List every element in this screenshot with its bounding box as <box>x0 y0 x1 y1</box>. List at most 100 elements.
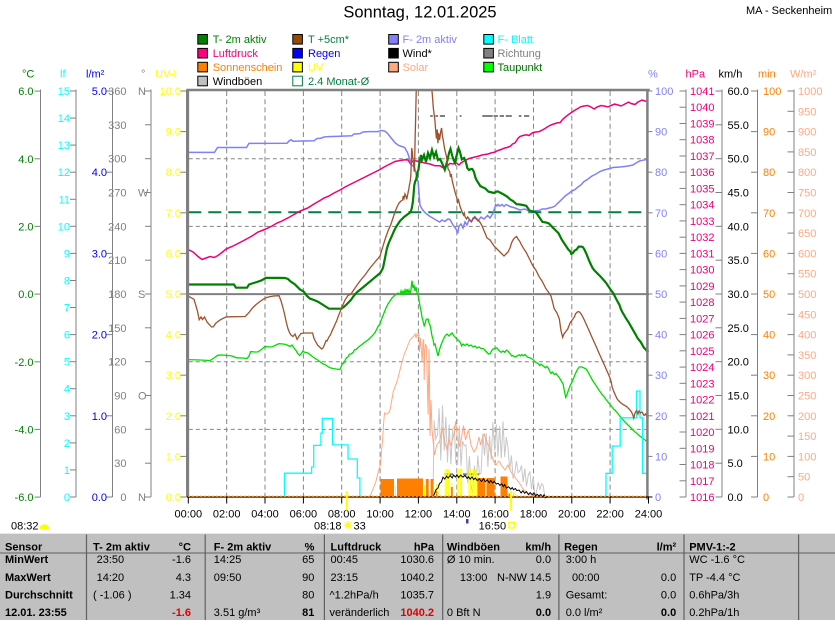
svg-text:50.0: 50.0 <box>728 154 749 166</box>
svg-text:N: N <box>138 492 146 504</box>
svg-text:150: 150 <box>108 323 126 335</box>
svg-text:100: 100 <box>655 86 673 98</box>
svg-text:06:00: 06:00 <box>290 509 318 521</box>
svg-text:1031: 1031 <box>690 248 714 260</box>
svg-text:23:15: 23:15 <box>331 572 359 584</box>
svg-text:3: 3 <box>64 411 70 423</box>
svg-text:30: 30 <box>655 370 667 382</box>
svg-text:400: 400 <box>798 330 816 342</box>
svg-text:0: 0 <box>798 492 804 504</box>
svg-text:2: 2 <box>64 438 70 450</box>
svg-text:20.0: 20.0 <box>728 357 749 369</box>
svg-text:330: 330 <box>108 120 126 132</box>
svg-text:14.5: 14.5 <box>530 572 551 584</box>
svg-text:( -1.06 ): ( -1.06 ) <box>93 589 132 601</box>
svg-text:3.0: 3.0 <box>92 248 107 260</box>
svg-text:10: 10 <box>58 221 70 233</box>
svg-text:0: 0 <box>64 492 70 504</box>
svg-text:T- 2m aktiv: T- 2m aktiv <box>93 542 151 554</box>
svg-text:PMV-1:-2: PMV-1:-2 <box>689 542 735 554</box>
svg-text:450: 450 <box>798 309 816 321</box>
svg-text:T- 2m aktiv: T- 2m aktiv <box>213 34 267 46</box>
svg-text:8: 8 <box>64 276 70 288</box>
svg-text:1019: 1019 <box>690 443 714 455</box>
svg-text:hPa: hPa <box>414 542 435 554</box>
svg-text:-4.0: -4.0 <box>15 424 34 436</box>
svg-text:10: 10 <box>655 451 667 463</box>
svg-text:24:00: 24:00 <box>635 509 663 521</box>
svg-text:F- 2m aktiv: F- 2m aktiv <box>403 34 458 46</box>
svg-text:1026: 1026 <box>690 330 714 342</box>
svg-text:300: 300 <box>798 370 816 382</box>
svg-text:150: 150 <box>798 431 816 443</box>
svg-text:500: 500 <box>798 289 816 301</box>
svg-text:1025: 1025 <box>690 346 714 358</box>
svg-text:6.0: 6.0 <box>166 248 181 260</box>
svg-text:2.4 Monat-Ø: 2.4 Monat-Ø <box>308 76 370 88</box>
svg-text:Durchschnitt: Durchschnitt <box>5 589 73 601</box>
svg-text:800: 800 <box>798 167 816 179</box>
svg-text:02:00: 02:00 <box>213 509 241 521</box>
svg-text:10.0: 10.0 <box>160 86 181 98</box>
svg-text:0.6hPa/3h: 0.6hPa/3h <box>689 589 739 601</box>
svg-text:750: 750 <box>798 188 816 200</box>
svg-text:120: 120 <box>108 357 126 369</box>
svg-text:3.51 g/m³: 3.51 g/m³ <box>214 607 261 619</box>
svg-text:22:00: 22:00 <box>596 509 624 521</box>
svg-text:0.0: 0.0 <box>536 554 551 566</box>
svg-text:35.0: 35.0 <box>728 255 749 267</box>
svg-text:70: 70 <box>655 208 667 220</box>
svg-text:Regen: Regen <box>564 542 598 554</box>
svg-text:W/m²: W/m² <box>790 69 817 81</box>
svg-text:5.0: 5.0 <box>166 289 181 301</box>
svg-text:5: 5 <box>64 357 70 369</box>
svg-text:0: 0 <box>655 492 661 504</box>
svg-text:240: 240 <box>108 221 126 233</box>
svg-text:2.0: 2.0 <box>18 221 33 233</box>
svg-text:Sensor: Sensor <box>5 542 43 554</box>
svg-text:min: min <box>758 69 776 81</box>
svg-text:1000: 1000 <box>798 86 822 98</box>
svg-text:°C: °C <box>22 69 34 81</box>
svg-text:80: 80 <box>763 167 775 179</box>
svg-text:30.0: 30.0 <box>728 289 749 301</box>
svg-text:180: 180 <box>108 289 126 301</box>
svg-text:55.0: 55.0 <box>728 120 749 132</box>
svg-text:90: 90 <box>655 127 667 139</box>
svg-text:60: 60 <box>655 248 667 260</box>
svg-text:90: 90 <box>114 391 126 403</box>
svg-text:UV: UV <box>308 62 324 74</box>
svg-text:1039: 1039 <box>690 119 714 131</box>
svg-text:13: 13 <box>58 140 70 152</box>
svg-text:23:50: 23:50 <box>97 554 125 566</box>
svg-text:0.0: 0.0 <box>18 289 33 301</box>
svg-text:33: 33 <box>354 521 366 533</box>
svg-text:4.0: 4.0 <box>92 167 107 179</box>
svg-text:210: 210 <box>108 255 126 267</box>
svg-text:F- 2m aktiv: F- 2m aktiv <box>214 542 272 554</box>
svg-text:0.0 l/m²: 0.0 l/m² <box>566 607 603 619</box>
svg-text:3:00 h: 3:00 h <box>566 554 597 566</box>
svg-text:10.0: 10.0 <box>728 424 749 436</box>
svg-text:20: 20 <box>763 411 775 423</box>
svg-text:00:45: 00:45 <box>331 554 359 566</box>
svg-text:0.0: 0.0 <box>728 492 743 504</box>
svg-text:12: 12 <box>58 167 70 179</box>
svg-text:60: 60 <box>114 424 126 436</box>
svg-text:N-NW: N-NW <box>497 572 528 584</box>
svg-text:1033: 1033 <box>690 216 714 228</box>
svg-text:Luftdruck: Luftdruck <box>331 542 383 554</box>
svg-text:250: 250 <box>798 391 816 403</box>
svg-text:1040.2: 1040.2 <box>400 607 434 619</box>
svg-text:0.0: 0.0 <box>661 607 676 619</box>
svg-text:lf: lf <box>60 69 66 81</box>
svg-text:360: 360 <box>108 86 126 98</box>
svg-text:O: O <box>138 391 147 403</box>
svg-text:90: 90 <box>763 127 775 139</box>
svg-text:1036: 1036 <box>690 167 714 179</box>
svg-text:%: % <box>648 69 658 81</box>
svg-text:1023: 1023 <box>690 378 714 390</box>
svg-text:1.9: 1.9 <box>536 589 551 601</box>
svg-text:0: 0 <box>120 492 126 504</box>
svg-text:40: 40 <box>655 330 667 342</box>
